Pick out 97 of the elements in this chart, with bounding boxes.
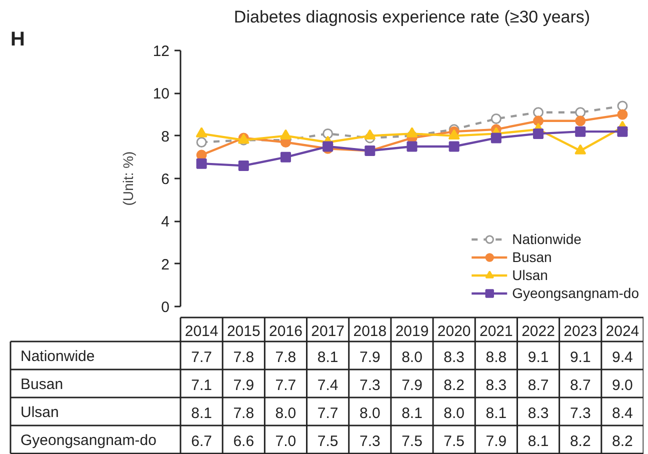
data-label: 7.3 [359,433,380,450]
data-label: 7.7 [275,377,296,394]
data-label: 8.3 [444,349,465,366]
data-label: 9.1 [570,349,591,366]
y-tick-label: 8 [161,128,170,146]
point [406,127,418,138]
data-label: 9.4 [612,349,633,366]
data-label: 7.0 [275,433,296,450]
point [490,114,502,124]
data-label: 8.4 [612,405,633,422]
x-tick-label: 2020 [437,323,471,340]
text: Gyeongsangnam-do [20,432,156,449]
point [406,141,418,152]
y-tick-label: 0 [161,299,170,316]
data-label: 8.3 [486,377,507,394]
x-tick-label: 2024 [606,323,640,340]
data-label: 7.3 [359,377,380,394]
x-tick-label: 2019 [395,323,429,340]
point [575,107,586,118]
x-tick-label: 2016 [269,323,302,340]
point [575,116,586,126]
data-label: 8.8 [486,349,507,366]
point [617,100,628,112]
x-tick-label: 2022 [522,323,555,340]
legend-label: Nationwide [512,230,582,248]
data-label: 7.8 [233,405,254,422]
data-label: 7.5 [317,433,338,450]
x-tick-label: 2014 [184,323,218,340]
data-label: 7.5 [402,433,422,450]
data-label: 7.9 [233,377,254,394]
data-label: 7.9 [359,349,380,366]
data-label: 7.7 [191,349,212,366]
data-label: 8.0 [402,349,422,366]
point [617,109,628,120]
text: Nationwide [20,348,95,365]
x-tick-label: 2015 [226,323,260,340]
point [322,128,334,139]
data-label: 8.1 [528,433,549,450]
data-label: 7.9 [486,433,507,450]
point [617,126,628,137]
data-label: 8.1 [486,405,507,422]
point [196,127,208,138]
data-label: 9.0 [612,377,633,394]
data-label: 7.8 [275,349,296,366]
point [490,132,502,144]
y-tick-label: 2 [161,256,170,274]
chart-title: Diabetes diagnosis experience rate (≥30 years) [234,8,590,26]
data-label: 8.3 [528,405,549,422]
y-tick-label: 4 [161,214,170,231]
x-tick-label: 2017 [311,323,345,340]
point [196,136,207,148]
y-tick-label: 6 [161,171,170,188]
text: H [10,28,25,50]
data-label: 9.1 [528,349,549,366]
text: Ulsan [20,404,59,421]
point [448,141,460,152]
data-label: 7.9 [402,377,422,394]
y-axis-title: (Unit: %) [120,151,136,206]
x-tick-label: 2018 [353,323,387,340]
data-label: 6.7 [191,433,212,450]
x-tick-label: 2023 [564,323,598,340]
point [533,107,544,118]
point [574,144,586,154]
data-label: 8.7 [528,377,549,394]
point [196,158,207,169]
data-label: 7.8 [233,349,254,366]
x-tick-label: 2021 [479,323,513,340]
data-label: 8.2 [444,377,465,394]
data-label: 7.3 [570,405,591,422]
data-label: 8.1 [402,405,422,422]
legend-label: Busan [512,248,552,266]
legend-label: Ulsan [512,266,548,284]
data-label: 7.1 [191,377,212,394]
point [448,129,460,140]
point [533,116,544,126]
point [280,129,292,140]
data-label: 7.4 [317,377,338,394]
point [238,160,249,171]
legend-label: Gyeongsangnam-do [512,284,639,302]
point [364,129,376,140]
data-label: 8.1 [317,349,338,366]
point [533,128,544,139]
data-label: 8.7 [570,377,591,394]
data-label: 8.0 [359,405,380,422]
data-label: 6.6 [233,433,254,450]
data-label: 8.2 [612,433,633,450]
data-label: 8.0 [444,405,465,422]
y-tick-label: 10 [152,86,170,103]
data-label: 8.0 [275,405,296,422]
data-label: 7.5 [444,433,465,450]
y-tick-label: 12 [152,43,170,60]
data-label: 7.7 [317,405,338,422]
data-label: 8.2 [570,433,591,450]
point [280,152,291,162]
data-label: 8.1 [191,405,212,422]
point [575,126,586,137]
text: Busan [20,376,64,393]
